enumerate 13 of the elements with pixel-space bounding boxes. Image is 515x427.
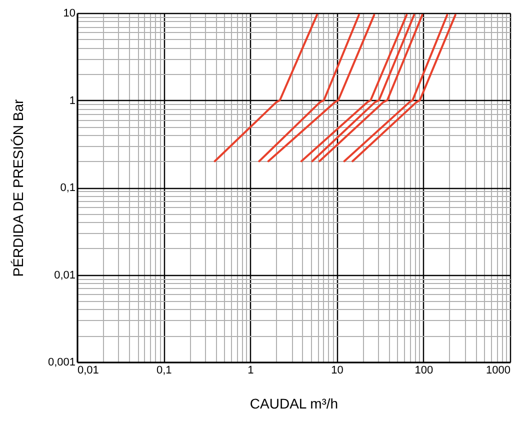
y-axis-title: PÉRDIDA DE PRESIÓN Bar: [10, 98, 26, 277]
y-tick-label: 0,1: [60, 182, 76, 194]
x-axis-title: CAUDAL m³/h: [250, 396, 338, 412]
y-tick-label: 0,01: [54, 269, 76, 282]
x-tick-label: 1000: [486, 364, 510, 376]
x-tick-label: 10: [331, 364, 344, 376]
y-tick-label: 0,001: [48, 356, 76, 368]
x-tick-label: 0,1: [156, 364, 172, 376]
x-tick-label: 0,01: [78, 364, 99, 376]
x-tick-label: 100: [414, 364, 434, 376]
x-tick-label: 1: [248, 364, 254, 376]
y-tick-label: 1: [69, 94, 76, 107]
y-tick-label: 10: [63, 8, 76, 20]
